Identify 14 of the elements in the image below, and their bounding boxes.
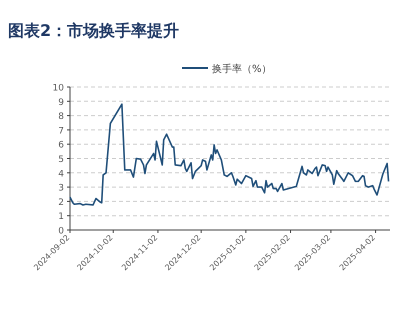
y-tick-label: 4 — [58, 169, 64, 180]
y-tick-label: 0 — [58, 226, 64, 236]
chart-title: 图表2：市场换手率提升 — [8, 21, 180, 40]
y-tick-label: 7 — [58, 126, 64, 136]
y-tick-label: 2 — [58, 198, 64, 208]
line-series — [69, 103, 390, 206]
y-tick-label: 9 — [58, 98, 64, 108]
legend-label: 换手率（%） — [212, 63, 272, 75]
y-tick-label: 1 — [58, 212, 64, 222]
y-tick-label: 5 — [58, 155, 64, 165]
y-tick-label: 3 — [58, 184, 64, 194]
y-tick-label: 10 — [52, 84, 64, 94]
y-tick-label: 8 — [58, 112, 64, 122]
y-tick-label: 6 — [58, 140, 64, 151]
